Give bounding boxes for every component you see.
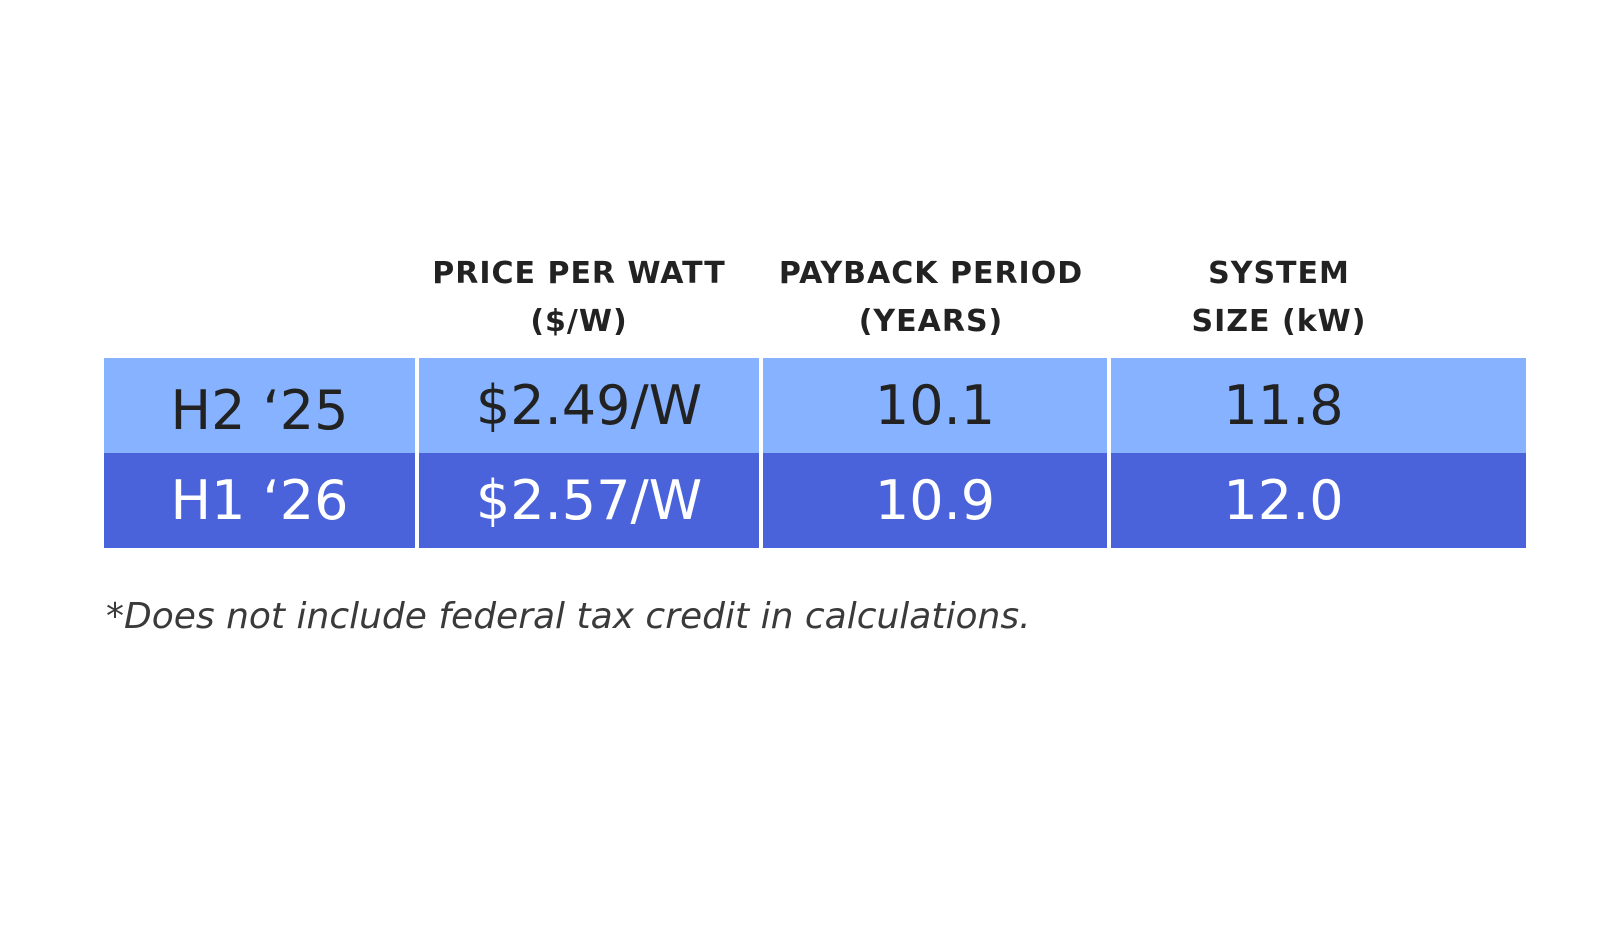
row-system-size-cell: 11.8 <box>1223 374 1344 437</box>
column-divider <box>1107 358 1111 548</box>
row-payback-cell: 10.9 <box>874 469 996 532</box>
table-body: H2 ‘25 $2.49/W 10.1 11.8 H1 ‘26 $2.57/W … <box>104 358 1526 548</box>
row-period-cell: H2 ‘25 <box>170 379 349 442</box>
header-price-per-watt: PRICE PER WATT ($/W) <box>414 250 744 346</box>
header-price-per-watt-line1: PRICE PER WATT <box>432 256 726 291</box>
header-price-per-watt-line2: ($/W) <box>530 304 628 339</box>
header-system-size: SYSTEM SIZE (kW) <box>1114 250 1444 346</box>
table-row: H1 ‘26 $2.57/W 10.9 12.0 <box>104 453 1526 548</box>
header-payback-period-line2: (YEARS) <box>858 304 1004 339</box>
row-period-cell: H1 ‘26 <box>170 469 349 532</box>
table-header-row: PRICE PER WATT ($/W) PAYBACK PERIOD (YEA… <box>104 250 1526 340</box>
table-row: H2 ‘25 $2.49/W 10.1 11.8 <box>104 358 1526 453</box>
header-system-size-line2: SIZE (kW) <box>1191 304 1367 339</box>
footnote: *Does not include federal tax credit in … <box>106 596 1031 637</box>
header-payback-period: PAYBACK PERIOD (YEARS) <box>751 250 1111 346</box>
row-price-cell: $2.57/W <box>475 469 703 532</box>
column-divider <box>759 358 763 548</box>
row-system-size-cell: 12.0 <box>1223 469 1344 532</box>
row-price-cell: $2.49/W <box>475 374 703 437</box>
column-divider <box>415 358 419 548</box>
header-system-size-line1: SYSTEM <box>1208 256 1350 291</box>
row-payback-cell: 10.1 <box>874 374 996 437</box>
header-payback-period-line1: PAYBACK PERIOD <box>778 256 1084 291</box>
